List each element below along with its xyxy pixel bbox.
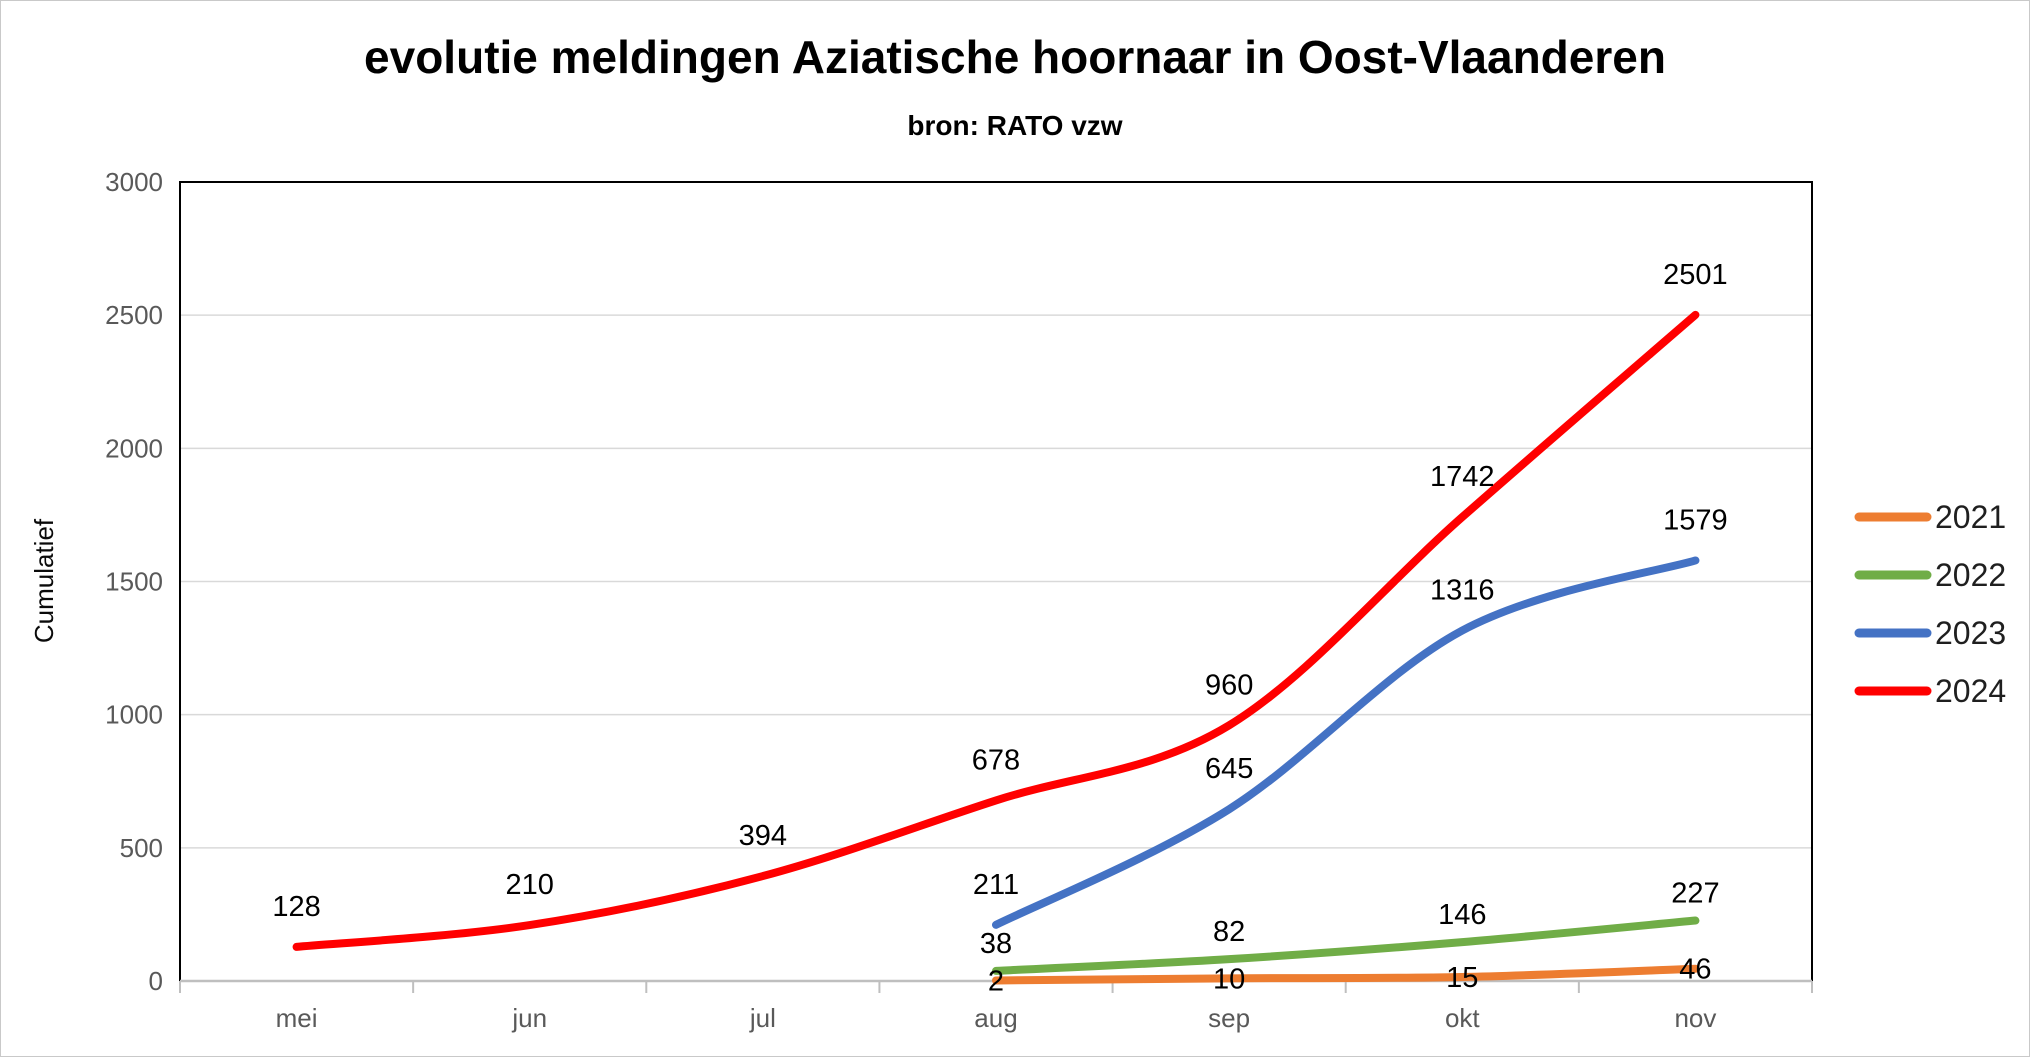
data-label-2024: 1742 <box>1430 461 1495 493</box>
plot-area-border <box>179 181 1813 981</box>
legend-label-2024: 2024 <box>1935 673 2006 709</box>
legend-label-2021: 2021 <box>1935 499 2006 535</box>
x-tick-label: mei <box>276 1003 318 1033</box>
data-label-2023: 211 <box>973 869 1019 901</box>
y-tick-label: 2500 <box>105 300 163 330</box>
data-label-2023: 1579 <box>1663 504 1728 536</box>
data-label-2021: 15 <box>1446 962 1478 994</box>
data-label-2022: 227 <box>1671 878 1719 910</box>
data-label-2021: 10 <box>1213 963 1245 995</box>
y-tick-label: 500 <box>120 833 163 863</box>
x-tick-label: okt <box>1445 1003 1480 1033</box>
series-line-2021 <box>992 964 1700 985</box>
data-label-2022: 82 <box>1213 916 1245 948</box>
legend-label-2022: 2022 <box>1935 557 2006 593</box>
legend-item-2024: 2024 <box>1854 673 2006 709</box>
data-label-2021: 46 <box>1679 954 1711 986</box>
data-label-2024: 394 <box>739 820 787 852</box>
legend-item-2022: 2022 <box>1854 557 2006 593</box>
legend-item-2021: 2021 <box>1854 499 2006 535</box>
series-lines-group <box>292 310 1700 985</box>
data-label-2024: 128 <box>272 891 320 923</box>
y-tick-label: 1500 <box>105 567 163 597</box>
series-line-2022 <box>992 916 1700 975</box>
chart-subtitle: bron: RATO vzw <box>907 110 1122 141</box>
legend-label-2023: 2023 <box>1935 615 2006 651</box>
x-tick-label: jun <box>511 1003 547 1033</box>
data-label-2022: 146 <box>1438 899 1486 931</box>
y-axis-title: Cumulatief <box>29 518 59 643</box>
y-tick-label: 3000 <box>105 167 163 197</box>
series-line-2024 <box>292 310 1700 951</box>
data-label-2024: 960 <box>1205 669 1253 701</box>
y-tick-label: 0 <box>149 966 163 996</box>
data-label-2024: 678 <box>972 744 1020 776</box>
legend-item-2023: 2023 <box>1854 615 2006 651</box>
chart-title: evolutie meldingen Aziatische hoornaar i… <box>364 31 1666 83</box>
x-tick-label: sep <box>1208 1003 1250 1033</box>
y-tick-label: 1000 <box>105 700 163 730</box>
x-tick-label: jul <box>749 1003 776 1033</box>
y-tick-label: 2000 <box>105 433 163 463</box>
x-tick-label: aug <box>974 1003 1017 1033</box>
data-label-2023: 645 <box>1205 753 1253 785</box>
legend-group: 2021 2022 2023 2024 <box>1854 499 2006 709</box>
data-label-2024: 210 <box>506 869 554 901</box>
tick-labels-group: 0 500 1000 1500 2000 2500 3000 mei jun jul aug sep o… <box>105 167 1716 1033</box>
x-tick-label: nov <box>1674 1003 1716 1033</box>
series-line-2023 <box>992 556 1700 929</box>
data-label-2021: 2 <box>988 965 1004 997</box>
data-label-2023: 1316 <box>1430 575 1495 607</box>
data-label-2022: 38 <box>980 928 1012 960</box>
data-label-2024: 2501 <box>1663 259 1728 291</box>
